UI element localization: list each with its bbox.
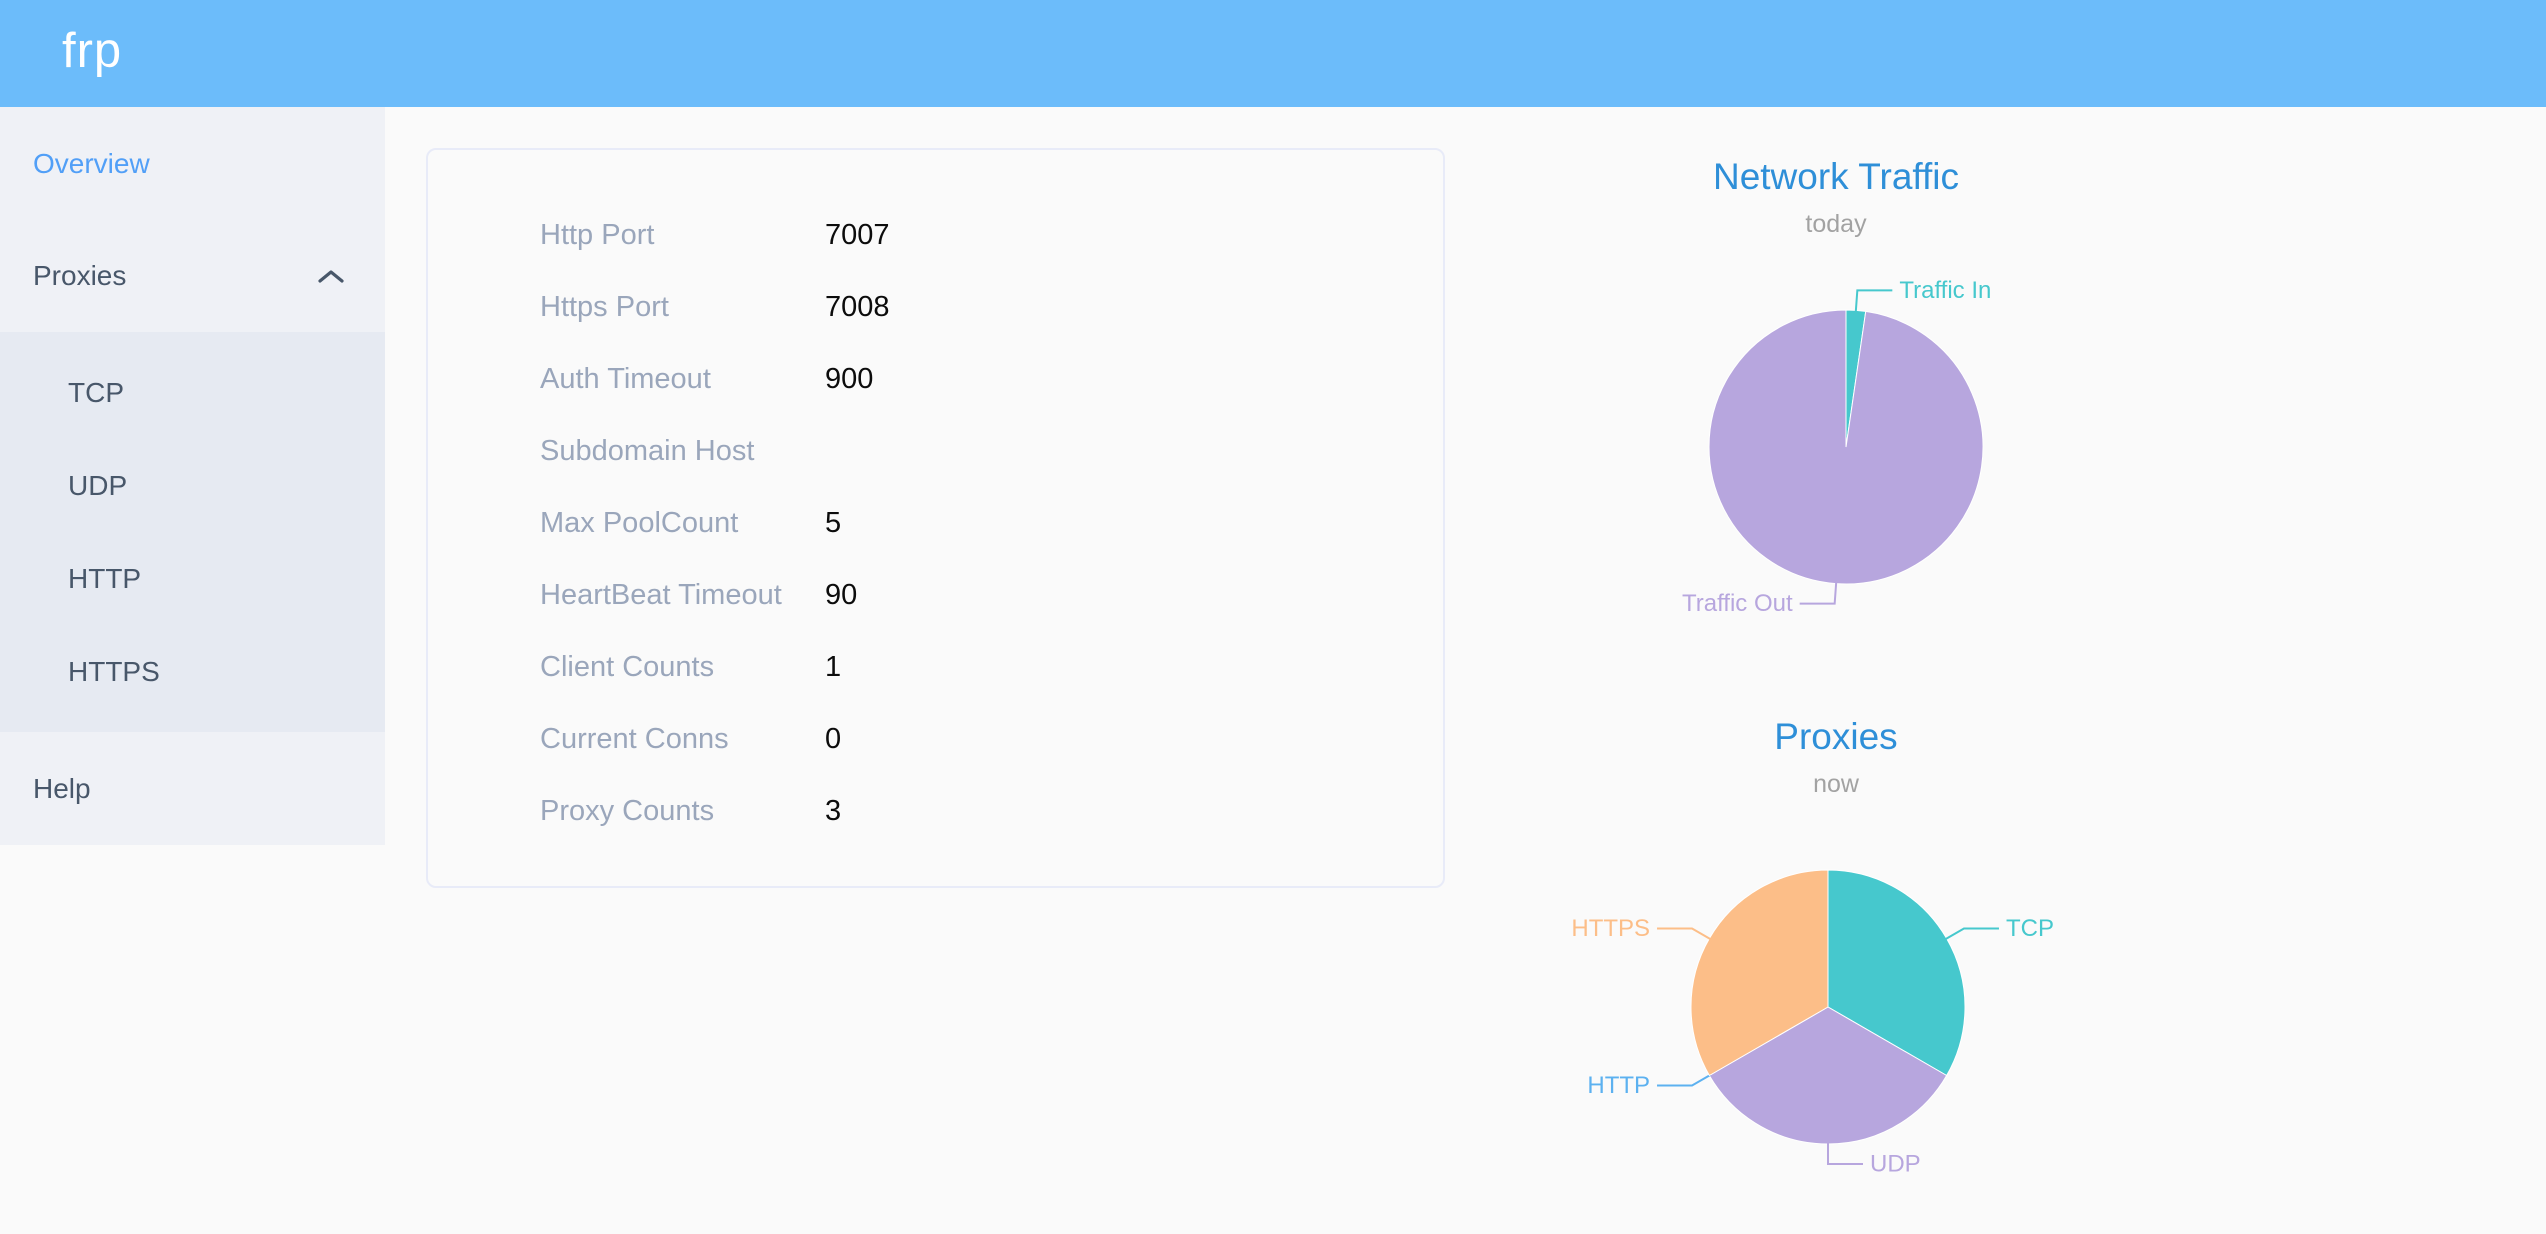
config-value: 5	[825, 507, 842, 539]
config-label: Current Conns	[540, 723, 729, 755]
sidebar: Overview Proxies TCP UDP HTTP HTTPS Help	[0, 107, 385, 845]
pie-label-line-traffic-in	[1854, 289, 1893, 312]
chevron-up-icon	[317, 220, 345, 332]
config-label: Http Port	[540, 219, 655, 251]
proxies-pie-chart: TCP UDP HTTP HTTPS	[1571, 869, 2054, 1178]
config-label: Client Counts	[540, 651, 715, 683]
sidebar-item-help[interactable]: Help	[33, 773, 91, 804]
config-label: Auth Timeout	[540, 363, 711, 395]
sidebar-item-tcp[interactable]: TCP	[68, 377, 124, 408]
network-traffic-pie-chart: Traffic In Traffic Out	[1682, 277, 1991, 617]
config-label: Proxy Counts	[540, 795, 715, 827]
config-label: HeartBeat Timeout	[540, 579, 782, 611]
network-traffic-chart-subtitle: today	[1805, 210, 1867, 238]
pie-label-traffic-in: Traffic In	[1899, 277, 1991, 304]
config-label: Max PoolCount	[540, 507, 739, 539]
pie-label-line-http	[1657, 1074, 1711, 1087]
config-value: 1	[825, 651, 842, 683]
proxies-chart-title: Proxies	[1774, 716, 1898, 757]
app-logo: frp	[62, 24, 123, 78]
config-label: Subdomain Host	[540, 435, 755, 467]
pie-slice-traffic-out	[1708, 309, 1984, 585]
config-value: 90	[825, 579, 858, 611]
config-value: 7008	[825, 291, 890, 323]
sidebar-item-http[interactable]: HTTP	[68, 563, 142, 594]
proxies-chart-subtitle: now	[1813, 770, 1859, 798]
pie-label-line-https	[1657, 927, 1711, 940]
network-traffic-chart-header: Network Traffic today	[1456, 155, 2216, 239]
config-value: 3	[825, 795, 842, 827]
pie-label-line-traffic-out	[1799, 582, 1838, 605]
sidebar-item-https[interactable]: HTTPS	[68, 656, 160, 687]
pie-label-https: HTTPS	[1571, 915, 1650, 942]
pie-label-http: HTTP	[1587, 1072, 1650, 1099]
config-row: Subdomain Host	[428, 415, 1443, 487]
pie-label-tcp: TCP	[2006, 915, 2054, 942]
server-info-panel: Http Port 7007 Https Port 7008 Auth Time…	[426, 148, 1445, 888]
network-traffic-chart-title: Network Traffic	[1712, 156, 1960, 197]
sidebar-item-udp[interactable]: UDP	[68, 470, 128, 501]
config-label: Https Port	[540, 291, 669, 323]
config-row: HeartBeat Timeout 90	[428, 559, 1443, 631]
config-row: Current Conns 0	[428, 703, 1443, 775]
config-row: Https Port 7008	[428, 271, 1443, 343]
config-value: 7007	[825, 219, 890, 251]
config-row: Proxy Counts 3	[428, 775, 1443, 847]
config-value: 900	[825, 363, 874, 395]
app-header: frp	[0, 0, 2546, 107]
pie-label-udp: UDP	[1870, 1151, 1921, 1178]
sidebar-item-proxies[interactable]: Proxies	[0, 220, 385, 332]
config-row: Max PoolCount 5	[428, 487, 1443, 559]
pie-label-line-tcp	[1945, 927, 1999, 940]
proxies-chart-header: Proxies now	[1456, 715, 2216, 799]
config-row: Http Port 7007	[428, 199, 1443, 271]
pie-label-line-udp	[1827, 1143, 1863, 1165]
pie-label-traffic-out: Traffic Out	[1682, 590, 1793, 617]
config-value: 0	[825, 723, 842, 755]
config-row: Auth Timeout 900	[428, 343, 1443, 415]
proxies-submenu: TCP UDP HTTP HTTPS	[0, 332, 385, 732]
sidebar-item-overview[interactable]: Overview	[33, 148, 150, 179]
sidebar-item-proxies-label: Proxies	[33, 260, 127, 291]
config-row: Client Counts 1	[428, 631, 1443, 703]
